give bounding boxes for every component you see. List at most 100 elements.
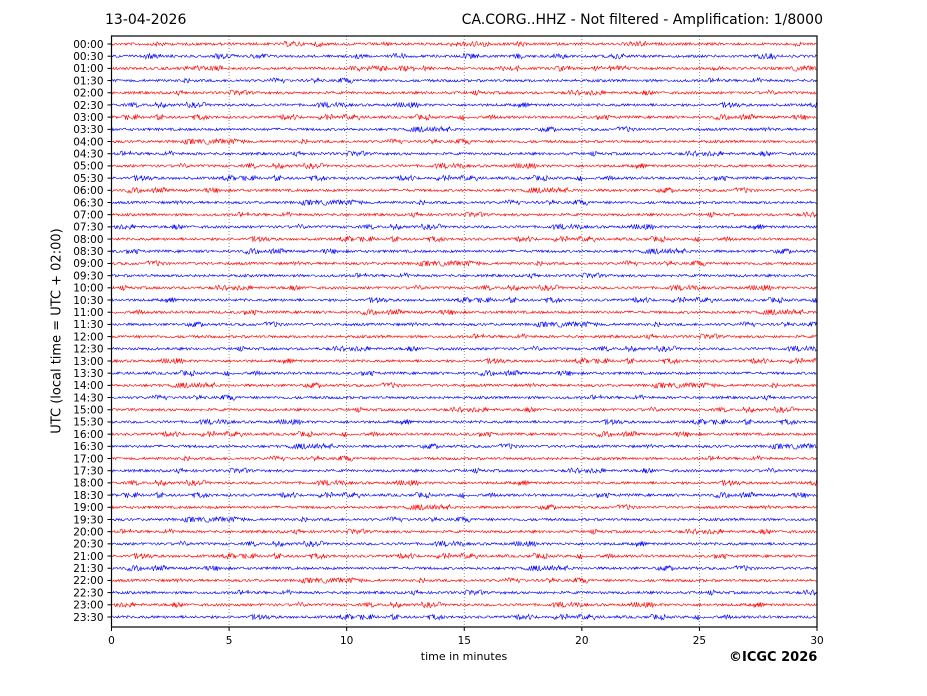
trace-row-1400 — [111, 381, 817, 389]
trace-row-0130 — [111, 76, 817, 84]
y-tick-label: 19:00 — [73, 502, 103, 514]
trace-row-2230 — [111, 589, 817, 597]
y-tick-label: 11:00 — [73, 307, 103, 319]
y-tick-label: 22:30 — [73, 587, 103, 599]
y-tick-label: 16:00 — [73, 429, 103, 441]
y-tick-label: 09:30 — [73, 270, 103, 282]
y-tick-label: 10:30 — [73, 295, 103, 307]
x-tick-label: 25 — [693, 635, 706, 647]
y-tick-label: 05:00 — [73, 161, 103, 173]
copyright: ©ICGC 2026 — [729, 650, 818, 665]
y-tick-label: 02:30 — [73, 100, 103, 112]
y-tick-label: 08:30 — [73, 246, 103, 258]
trace-row-2130 — [111, 564, 817, 572]
y-tick-label: 05:30 — [73, 173, 103, 185]
y-tick-label: 15:30 — [73, 417, 103, 429]
x-tick-label: 15 — [458, 635, 471, 647]
trace-row-1530 — [111, 418, 817, 426]
y-tick-label: 19:30 — [73, 514, 103, 526]
chart-title: CA.CORG..HHZ - Not filtered - Amplificat… — [461, 12, 823, 28]
y-tick-label: 00:00 — [73, 39, 103, 51]
y-tick-label: 12:30 — [73, 344, 103, 356]
y-tick-label: 03:00 — [73, 112, 103, 124]
y-tick-label: 14:00 — [73, 380, 103, 392]
trace-row-0730 — [111, 223, 817, 231]
trace-row-2330 — [111, 613, 817, 621]
trace-row-0930 — [111, 272, 817, 280]
trace-row-1100 — [111, 308, 817, 316]
x-tick-label: 20 — [575, 635, 588, 647]
y-tick-label: 03:30 — [73, 124, 103, 136]
y-tick-label: 13:00 — [73, 356, 103, 368]
trace-row-0200 — [111, 89, 817, 97]
y-tick-label: 14:30 — [73, 392, 103, 404]
y-tick-label: 22:00 — [73, 575, 103, 587]
trace-row-0700 — [111, 211, 817, 219]
trace-row-1430 — [111, 393, 817, 402]
y-tick-label: 07:30 — [73, 222, 103, 234]
trace-row-0600 — [111, 186, 817, 194]
x-tick-label: 10 — [340, 635, 353, 647]
trace-row-1200 — [111, 332, 817, 341]
y-tick-label: 01:30 — [73, 75, 103, 87]
trace-row-2030 — [111, 540, 817, 548]
y-tick-label: 08:00 — [73, 234, 103, 246]
y-tick-label: 21:30 — [73, 563, 103, 575]
trace-row-1900 — [111, 503, 817, 511]
trace-row-0830 — [111, 247, 817, 255]
y-tick-label: 00:30 — [73, 51, 103, 63]
trace-row-2000 — [111, 528, 817, 536]
y-tick-label: 18:30 — [73, 490, 103, 502]
trace-row-0000 — [111, 40, 817, 48]
trace-row-1330 — [111, 369, 817, 378]
y-tick-label: 20:30 — [73, 539, 103, 551]
y-tick-label: 06:00 — [73, 185, 103, 197]
y-tick-label: 06:30 — [73, 197, 103, 209]
trace-row-0500 — [111, 162, 817, 170]
trace-row-2100 — [111, 552, 817, 560]
x-tick-label: 0 — [108, 635, 115, 647]
trace-row-1130 — [111, 320, 817, 328]
trace-row-2300 — [111, 601, 817, 609]
y-tick-label: 17:00 — [73, 453, 103, 465]
y-tick-label: 17:30 — [73, 466, 103, 478]
trace-row-0630 — [111, 199, 817, 206]
trace-row-1830 — [111, 491, 817, 500]
x-axis-label: time in minutes — [420, 650, 508, 663]
trace-row-0300 — [111, 113, 817, 122]
date-label: 13-04-2026 — [105, 12, 187, 28]
trace-row-0430 — [111, 150, 817, 158]
trace-row-1500 — [111, 406, 817, 414]
trace-row-1700 — [111, 454, 817, 462]
trace-row-0330 — [111, 125, 817, 133]
trace-row-1600 — [111, 430, 817, 439]
y-tick-label: 04:30 — [73, 149, 103, 161]
y-tick-label: 20:00 — [73, 526, 103, 538]
trace-row-1030 — [111, 296, 817, 304]
y-tick-label: 23:00 — [73, 600, 103, 612]
plot-frame — [110, 35, 818, 628]
y-tick-label: 21:00 — [73, 551, 103, 563]
trace-row-0530 — [111, 174, 817, 183]
y-tick-label: 18:00 — [73, 478, 103, 490]
trace-row-0900 — [111, 259, 817, 267]
y-tick-label: 23:30 — [73, 612, 103, 624]
trace-row-1630 — [111, 442, 817, 450]
trace-row-0100 — [111, 64, 817, 73]
y-tick-label: 04:00 — [73, 136, 103, 148]
y-tick-label: 13:30 — [73, 368, 103, 380]
trace-row-1800 — [111, 479, 817, 487]
trace-row-1300 — [111, 357, 817, 365]
y-tick-label: 10:00 — [73, 283, 103, 295]
trace-row-1730 — [111, 467, 817, 475]
y-tick-label: 02:00 — [73, 88, 103, 100]
trace-row-0800 — [111, 235, 817, 243]
y-tick-label: 09:00 — [73, 258, 103, 270]
trace-row-0030 — [111, 52, 817, 60]
y-tick-label: 16:30 — [73, 441, 103, 453]
x-tick-label: 30 — [810, 635, 823, 647]
y-tick-label: 15:00 — [73, 405, 103, 417]
trace-row-2200 — [111, 576, 817, 584]
trace-row-0230 — [111, 101, 817, 109]
